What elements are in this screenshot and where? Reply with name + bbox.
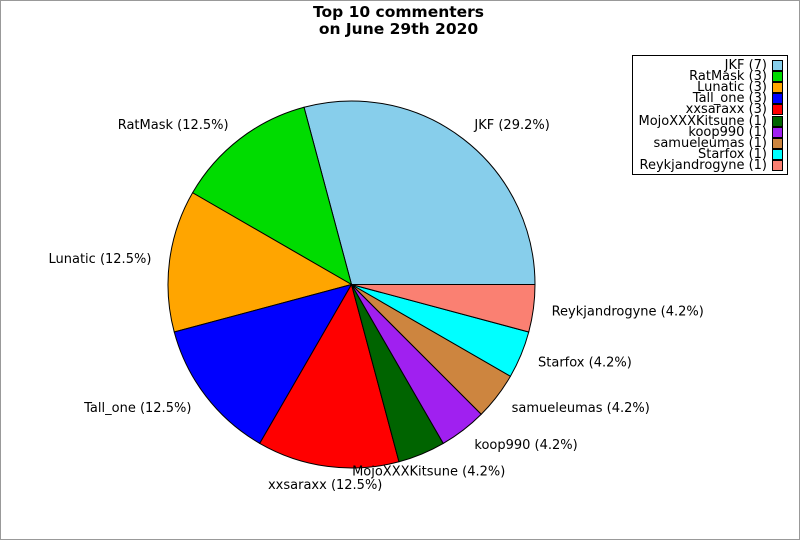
legend-color-swatch [772,159,783,171]
legend-item-label: Tall_one (3) [692,91,767,107]
pie-slice-label-jkf: JKF (29.2%) [473,118,549,133]
pie-slice-label-koop990: koop990 (4.2%) [474,438,577,453]
pie-slice-label-ratmask: RatMask (12.5%) [118,118,229,133]
legend-color-swatch [772,126,783,138]
legend-item-label: samueleumas (1) [653,135,767,151]
pie-slice-label-lunatic: Lunatic (12.5%) [49,252,152,267]
legend-color-swatch [772,71,783,83]
legend-item-label: Lunatic (3) [697,80,767,96]
legend-item-label: Reykjandrogyne (1) [639,157,767,173]
legend-item-tall_one: Tall_one (3) [637,91,783,107]
legend-color-swatch [772,137,783,149]
pie-slice-ratmask [192,106,352,285]
pie-slice-label-reykjandrogyne: Reykjandrogyne (4.2%) [552,304,704,319]
legend: JKF (7) RatMask (3) Lunatic (3) Tall_one (3… [632,55,788,175]
legend-item-starfox: Starfox (1) [637,146,783,162]
legend-item-label: xxsaraxx (3) [685,102,767,118]
legend-item-label: MojoXXXKitsune (1) [638,113,767,129]
pie-slice-reykjandrogyne [351,284,536,333]
chart-title-line2: on June 29th 2020 [318,19,479,38]
pie-slice-tall_one [173,284,352,444]
legend-item-label: JKF (7) [724,58,767,74]
legend-item-label: Starfox (1) [697,146,767,162]
legend-color-swatch [772,148,783,160]
legend-item-label: koop990 (1) [688,124,767,140]
chart-title: Top 10 commenters on June 29th 2020 [1,4,796,37]
legend-item-mojoxxxkitsune: MojoXXXKitsune (1) [637,113,783,129]
legend-item-xxsaraxx: xxsaraxx (3) [637,102,783,118]
legend-item-samueleumas: samueleumas (1) [637,135,783,151]
legend-color-swatch [772,104,783,116]
legend-color-swatch [772,115,783,127]
pie-slice-label-mojoxxxkitsune: MojoXXXKitsune (4.2%) [352,465,505,480]
pie-slice-label-starfox: Starfox (4.2%) [538,355,632,370]
pie-slice-jkf [303,100,536,285]
legend-color-swatch [772,93,783,105]
legend-item-koop990: koop990 (1) [637,124,783,140]
legend-item-jkf: JKF (7) [637,58,783,74]
pie-slice-label-tall_one: Tall_one (12.5%) [83,401,191,416]
pie-slice-label-samueleumas: samueleumas (4.2%) [512,401,650,416]
legend-item-ratmask: RatMask (3) [637,69,783,85]
legend-color-swatch [772,60,783,72]
legend-item-reykjandrogyne: Reykjandrogyne (1) [637,157,783,173]
chart-title-line1: Top 10 commenters [312,3,485,21]
legend-color-swatch [772,82,783,94]
legend-item-lunatic: Lunatic (3) [637,80,783,96]
legend-item-label: RatMask (3) [689,69,767,85]
pie-slice-lunatic [167,192,352,333]
pie-slice-label-xxsaraxx: xxsaraxx (12.5%) [268,478,382,493]
pie-slice-xxsaraxx [259,284,400,469]
